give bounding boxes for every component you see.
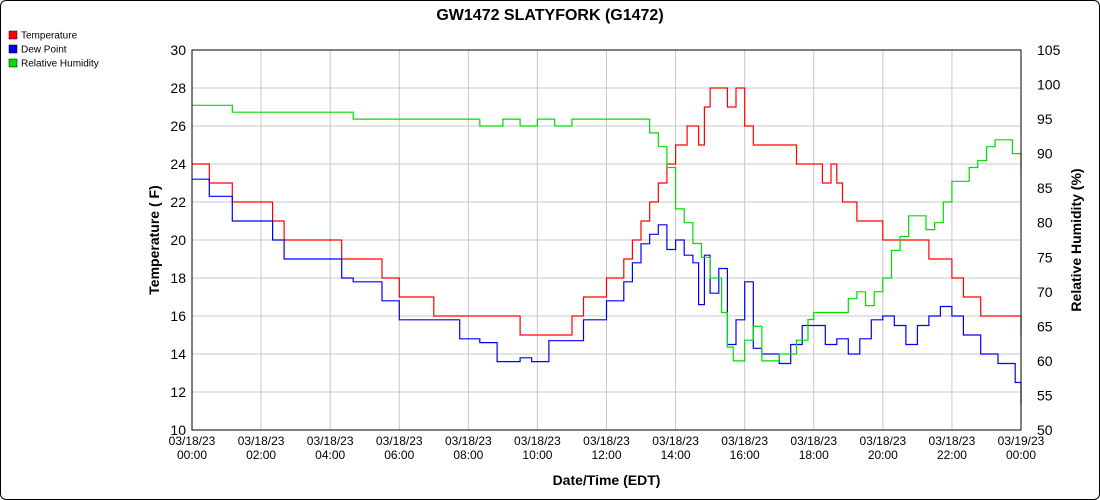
x-tick-time: 00:00 (177, 448, 207, 462)
series-layer (192, 87, 1022, 406)
x-tick-time: 14:00 (661, 448, 691, 462)
x-tick-time: 22:00 (937, 448, 967, 462)
y-tick-label: 16 (170, 308, 186, 324)
x-tick-time: 18:00 (799, 448, 829, 462)
x-tick-time: 08:00 (453, 448, 483, 462)
x-tick-date: 03/19/23 (998, 434, 1045, 448)
x-tick-date: 03/18/23 (790, 434, 837, 448)
y2-tick-label: 80 (1037, 215, 1053, 231)
x-tick-date: 03/18/23 (514, 434, 561, 448)
relative-humidity-line (192, 104, 1022, 362)
y2-tick-label: 60 (1037, 353, 1053, 369)
y2-tick-label: 95 (1037, 111, 1053, 127)
right-axis-ticks: 50 55 60 65 70 75 80 85 90 95 100 105 (1037, 42, 1061, 438)
x-tick-date: 03/18/23 (652, 434, 699, 448)
left-axis-ticks: 10 12 14 16 18 20 22 24 26 28 30 (170, 42, 186, 438)
x-axis-title: Date/Time (EDT) (553, 472, 661, 488)
chart-title: GW1472 SLATYFORK (G1472) (436, 7, 663, 24)
legend-swatch (8, 58, 18, 68)
y-tick-label: 20 (170, 232, 186, 248)
legend: Temperature Dew Point Relative Humidity (8, 30, 99, 70)
y-tick-label: 10 (170, 422, 186, 438)
y2-tick-label: 50 (1037, 422, 1053, 438)
legend-label: Relative Humidity (21, 59, 99, 70)
x-tick-time: 16:00 (730, 448, 760, 462)
y2-tick-label: 90 (1037, 146, 1053, 162)
x-tick-date: 03/18/23 (583, 434, 630, 448)
x-tick-time: 02:00 (246, 448, 276, 462)
x-tick-time: 00:00 (1006, 448, 1036, 462)
x-tick-date: 03/18/23 (859, 434, 906, 448)
y2-tick-label: 70 (1037, 284, 1053, 300)
temperature-line (192, 87, 1022, 336)
y2-tick-label: 55 (1037, 387, 1053, 403)
x-tick-date: 03/18/23 (169, 434, 216, 448)
x-tick-date: 03/18/23 (376, 434, 423, 448)
y-axis-title: Temperature ( F) (146, 185, 162, 294)
y-tick-label: 28 (170, 80, 186, 96)
x-tick-date: 03/18/23 (721, 434, 768, 448)
plot-area (191, 49, 1022, 431)
legend-label: Temperature (21, 31, 78, 42)
legend-label: Dew Point (21, 45, 67, 56)
x-tick-time: 20:00 (868, 448, 898, 462)
y2-tick-label: 100 (1037, 77, 1061, 93)
y2-tick-label: 85 (1037, 180, 1053, 196)
y-tick-label: 30 (170, 42, 186, 58)
y-tick-label: 14 (170, 346, 186, 362)
y2-tick-label: 65 (1037, 318, 1053, 334)
legend-swatch (8, 44, 18, 54)
y-tick-label: 22 (170, 194, 186, 210)
x-tick-date: 03/18/23 (238, 434, 285, 448)
x-tick-time: 04:00 (315, 448, 345, 462)
y-tick-label: 24 (170, 156, 186, 172)
y2-tick-label: 105 (1037, 42, 1061, 58)
x-tick-date: 03/18/23 (929, 434, 976, 448)
x-tick-date: 03/18/23 (307, 434, 354, 448)
y2-tick-label: 75 (1037, 249, 1053, 265)
x-tick-time: 06:00 (384, 448, 414, 462)
y2-axis-title: Relative Humidity (%) (1068, 168, 1084, 311)
y-tick-label: 26 (170, 118, 186, 134)
y-tick-label: 18 (170, 270, 186, 286)
x-tick-date: 03/18/23 (445, 434, 492, 448)
x-tick-time: 12:00 (591, 448, 621, 462)
y-tick-label: 12 (170, 384, 186, 400)
x-axis-ticks: 03/18/2300:0003/18/2302:0003/18/2304:000… (169, 434, 1045, 462)
x-tick-time: 10:00 (522, 448, 552, 462)
legend-swatch (8, 30, 18, 40)
dew-point-line (192, 178, 1022, 406)
